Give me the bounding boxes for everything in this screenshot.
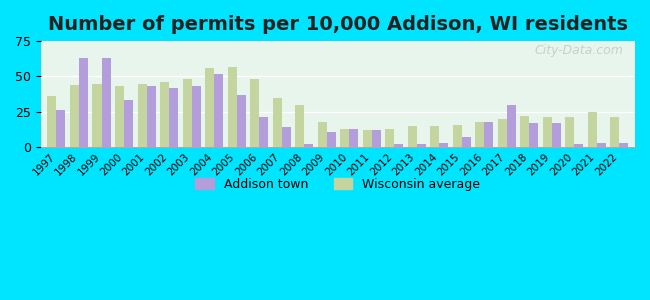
Bar	[237, 95, 246, 147]
Bar	[259, 117, 268, 147]
Bar	[272, 98, 281, 147]
Bar	[408, 126, 417, 147]
Bar	[417, 144, 426, 147]
Bar	[281, 127, 291, 147]
Bar	[475, 122, 484, 147]
Legend: Addison town, Wisconsin average: Addison town, Wisconsin average	[190, 173, 486, 196]
Bar	[498, 119, 507, 147]
Bar	[227, 67, 237, 147]
Bar	[57, 110, 66, 147]
Bar	[101, 58, 111, 147]
Bar	[349, 129, 358, 147]
Bar	[183, 79, 192, 147]
Title: Number of permits per 10,000 Addison, WI residents: Number of permits per 10,000 Addison, WI…	[48, 15, 628, 34]
Bar	[543, 117, 552, 147]
Bar	[507, 105, 515, 147]
Bar	[363, 130, 372, 147]
Bar	[70, 85, 79, 147]
Bar	[160, 82, 169, 147]
Bar	[205, 68, 214, 147]
Bar	[520, 116, 529, 147]
Bar	[138, 83, 146, 147]
Bar	[146, 86, 155, 147]
Bar	[295, 105, 304, 147]
Bar	[214, 74, 223, 147]
Bar	[610, 117, 619, 147]
Bar	[566, 117, 574, 147]
Bar	[92, 83, 101, 147]
Bar	[588, 112, 597, 147]
Bar	[326, 132, 335, 147]
Bar	[385, 129, 394, 147]
Bar	[47, 96, 57, 147]
Bar	[340, 129, 349, 147]
Bar	[394, 144, 403, 147]
Bar	[484, 122, 493, 147]
Bar	[452, 124, 462, 147]
Bar	[439, 143, 448, 147]
Bar	[79, 58, 88, 147]
Bar	[372, 130, 381, 147]
Bar	[462, 137, 471, 147]
Bar	[318, 122, 326, 147]
Bar	[619, 143, 629, 147]
Bar	[169, 88, 178, 147]
Bar	[597, 143, 606, 147]
Bar	[115, 86, 124, 147]
Bar	[250, 79, 259, 147]
Bar	[304, 144, 313, 147]
Bar	[552, 123, 561, 147]
Text: City-Data.com: City-Data.com	[534, 44, 623, 57]
Bar	[124, 100, 133, 147]
Bar	[529, 123, 538, 147]
Bar	[574, 144, 583, 147]
Bar	[430, 126, 439, 147]
Bar	[192, 86, 201, 147]
